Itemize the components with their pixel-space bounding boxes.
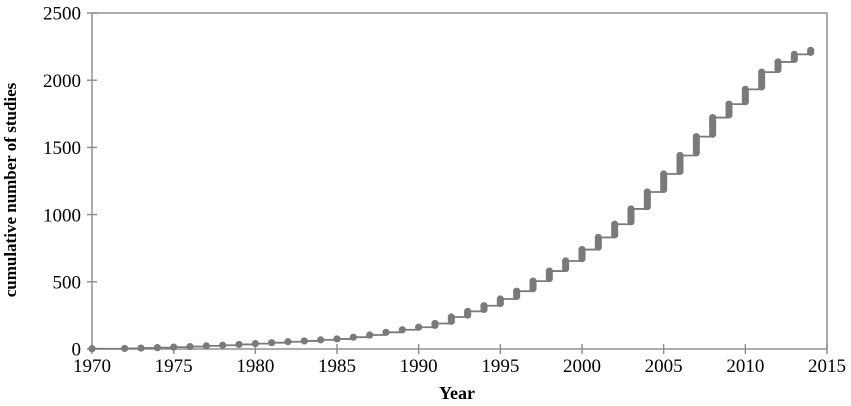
data-point [807, 46, 815, 54]
data-series-cumulative-studies [88, 46, 815, 353]
y-tick-label: 1500 [43, 138, 81, 159]
data-point [153, 344, 161, 352]
y-tick-label: 1000 [43, 205, 81, 226]
x-tick-label: 1980 [236, 356, 274, 377]
plot-box [91, 12, 828, 350]
x-tick-label: 2000 [563, 356, 601, 377]
x-tick-label: 2015 [808, 356, 846, 377]
x-tick-label: 2010 [726, 356, 764, 377]
x-tick-label: 2005 [645, 356, 683, 377]
x-tick-label: 1985 [318, 356, 356, 377]
y-tick-label: 500 [53, 272, 82, 293]
x-tick-label: 1970 [73, 356, 111, 377]
axis-ticks [87, 12, 828, 354]
y-tick-label: 2000 [43, 71, 81, 92]
y-tick-label: 2500 [43, 4, 81, 25]
data-point [170, 343, 178, 351]
x-tick-label: 1975 [155, 356, 193, 377]
x-tick-label: 1990 [400, 356, 438, 377]
data-point [251, 340, 259, 348]
x-tick-label: 1995 [481, 356, 519, 377]
y-axis-title: cumulative number of studies [1, 82, 20, 297]
plot-border [91, 12, 828, 350]
data-point [219, 341, 227, 349]
x-axis-title: Year [439, 383, 475, 403]
y-tick-label: 0 [72, 340, 82, 361]
axis-tick-labels: 0 500 1000 1500 2000 2500 1970 1975 1980 1985 1990… [43, 4, 846, 377]
data-point [202, 342, 210, 350]
